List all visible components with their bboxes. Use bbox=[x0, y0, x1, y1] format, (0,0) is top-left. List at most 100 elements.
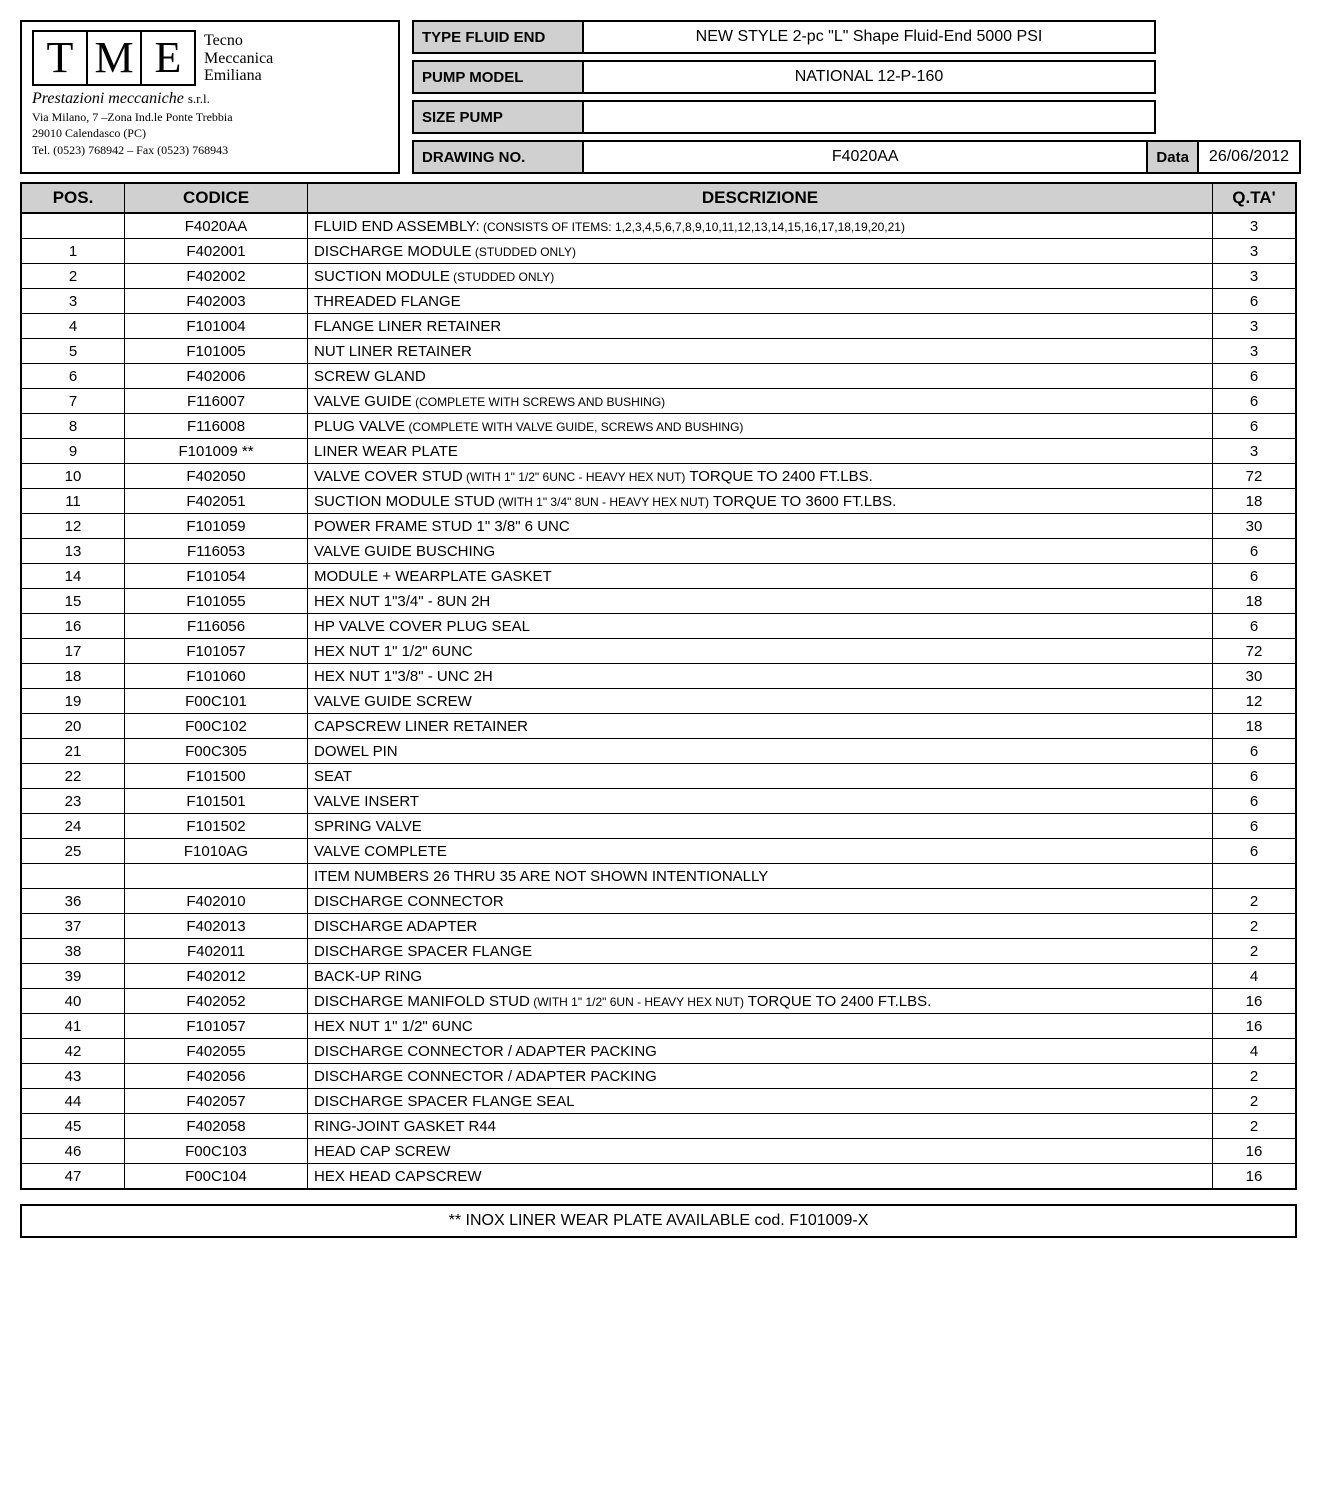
cell-pos: 19 bbox=[21, 689, 125, 714]
cell-descrizione: DISCHARGE MODULE (STUDDED ONLY) bbox=[308, 239, 1213, 264]
table-row: 23F101501VALVE INSERT6 bbox=[21, 789, 1296, 814]
col-header-qta: Q.TA' bbox=[1213, 183, 1297, 213]
table-row: 40F402052DISCHARGE MANIFOLD STUD (WITH 1… bbox=[21, 989, 1296, 1014]
cell-descrizione: SUCTION MODULE STUD (WITH 1" 3/4" 8UN - … bbox=[308, 489, 1213, 514]
date-value: 26/06/2012 bbox=[1199, 142, 1299, 172]
table-row: 41F101057HEX NUT 1" 1/2" 6UNC16 bbox=[21, 1014, 1296, 1039]
table-row: 10F402050VALVE COVER STUD (WITH 1" 1/2" … bbox=[21, 464, 1296, 489]
table-row: 39F402012BACK-UP RING4 bbox=[21, 964, 1296, 989]
table-row: 2F402002SUCTION MODULE (STUDDED ONLY)3 bbox=[21, 264, 1296, 289]
cell-codice: F101502 bbox=[125, 814, 308, 839]
field-label: DRAWING NO. bbox=[414, 142, 584, 172]
cell-descrizione: HEX NUT 1"3/4" - 8UN 2H bbox=[308, 589, 1213, 614]
cell-descrizione: SEAT bbox=[308, 764, 1213, 789]
footnote: ** INOX LINER WEAR PLATE AVAILABLE cod. … bbox=[20, 1204, 1297, 1238]
cell-qta: 72 bbox=[1213, 464, 1297, 489]
cell-codice: F402011 bbox=[125, 939, 308, 964]
cell-pos: 36 bbox=[21, 889, 125, 914]
table-row: 24F101502SPRING VALVE6 bbox=[21, 814, 1296, 839]
table-row: 46F00C103HEAD CAP SCREW16 bbox=[21, 1139, 1296, 1164]
cell-qta: 3 bbox=[1213, 239, 1297, 264]
cell-qta: 6 bbox=[1213, 614, 1297, 639]
cell-codice: F402001 bbox=[125, 239, 308, 264]
cell-codice: F101054 bbox=[125, 564, 308, 589]
table-header-row: POS. CODICE DESCRIZIONE Q.TA' bbox=[21, 183, 1296, 213]
cell-descrizione: SUCTION MODULE (STUDDED ONLY) bbox=[308, 264, 1213, 289]
table-row: 37F402013DISCHARGE ADAPTER2 bbox=[21, 914, 1296, 939]
col-header-codice: CODICE bbox=[125, 183, 308, 213]
cell-codice: F116056 bbox=[125, 614, 308, 639]
cell-qta: 6 bbox=[1213, 764, 1297, 789]
table-row: ITEM NUMBERS 26 THRU 35 ARE NOT SHOWN IN… bbox=[21, 864, 1296, 889]
cell-descrizione: HEX NUT 1"3/8" - UNC 2H bbox=[308, 664, 1213, 689]
cell-codice: F101057 bbox=[125, 1014, 308, 1039]
cell-pos: 4 bbox=[21, 314, 125, 339]
cell-descrizione: SCREW GLAND bbox=[308, 364, 1213, 389]
cell-pos: 46 bbox=[21, 1139, 125, 1164]
cell-qta: 2 bbox=[1213, 914, 1297, 939]
parts-table: POS. CODICE DESCRIZIONE Q.TA' F4020AAFLU… bbox=[20, 182, 1297, 1190]
cell-pos: 47 bbox=[21, 1164, 125, 1190]
address-line: Tel. (0523) 768942 – Fax (0523) 768943 bbox=[32, 143, 388, 157]
cell-pos: 45 bbox=[21, 1114, 125, 1139]
cell-pos: 6 bbox=[21, 364, 125, 389]
cell-pos: 25 bbox=[21, 839, 125, 864]
cell-codice: F101057 bbox=[125, 639, 308, 664]
cell-pos: 9 bbox=[21, 439, 125, 464]
cell-pos: 43 bbox=[21, 1064, 125, 1089]
cell-descrizione: VALVE GUIDE BUSCHING bbox=[308, 539, 1213, 564]
tagline: Prestazioni meccaniche bbox=[32, 90, 184, 108]
table-row: 7F116007VALVE GUIDE (COMPLETE WITH SCREW… bbox=[21, 389, 1296, 414]
cell-descrizione: VALVE GUIDE (COMPLETE WITH SCREWS AND BU… bbox=[308, 389, 1213, 414]
field-type: TYPE FLUID END NEW STYLE 2-pc "L" Shape … bbox=[412, 20, 1156, 54]
table-row: 36F402010DISCHARGE CONNECTOR2 bbox=[21, 889, 1296, 914]
cell-qta: 6 bbox=[1213, 289, 1297, 314]
field-drawing: DRAWING NO. F4020AA Data 26/06/2012 bbox=[412, 140, 1301, 174]
cell-codice: F402058 bbox=[125, 1114, 308, 1139]
table-row: 20F00C102CAPSCREW LINER RETAINER18 bbox=[21, 714, 1296, 739]
table-row: 1F402001DISCHARGE MODULE (STUDDED ONLY)3 bbox=[21, 239, 1296, 264]
cell-descrizione: ITEM NUMBERS 26 THRU 35 ARE NOT SHOWN IN… bbox=[308, 864, 1213, 889]
cell-qta: 18 bbox=[1213, 489, 1297, 514]
cell-qta: 6 bbox=[1213, 564, 1297, 589]
cell-descrizione: HEX HEAD CAPSCREW bbox=[308, 1164, 1213, 1190]
table-row: 15F101055HEX NUT 1"3/4" - 8UN 2H18 bbox=[21, 589, 1296, 614]
address-line: Via Milano, 7 –Zona Ind.le Ponte Trebbia bbox=[32, 110, 388, 124]
cell-qta: 6 bbox=[1213, 364, 1297, 389]
cell-qta: 3 bbox=[1213, 314, 1297, 339]
table-row: 4F101004FLANGE LINER RETAINER3 bbox=[21, 314, 1296, 339]
cell-pos: 44 bbox=[21, 1089, 125, 1114]
header-block: T M E Tecno Meccanica Emiliana Prestazio… bbox=[20, 20, 1297, 174]
cell-pos: 40 bbox=[21, 989, 125, 1014]
field-size: SIZE PUMP bbox=[412, 100, 1156, 134]
cell-pos: 12 bbox=[21, 514, 125, 539]
logo-letters: T M E bbox=[32, 30, 196, 86]
cell-qta: 18 bbox=[1213, 589, 1297, 614]
cell-qta: 30 bbox=[1213, 514, 1297, 539]
cell-pos: 21 bbox=[21, 739, 125, 764]
table-row: 12F101059POWER FRAME STUD 1" 3/8" 6 UNC3… bbox=[21, 514, 1296, 539]
cell-pos: 10 bbox=[21, 464, 125, 489]
cell-qta: 16 bbox=[1213, 989, 1297, 1014]
cell-codice: F116008 bbox=[125, 414, 308, 439]
cell-descrizione: DOWEL PIN bbox=[308, 739, 1213, 764]
cell-qta: 6 bbox=[1213, 414, 1297, 439]
cell-qta: 16 bbox=[1213, 1139, 1297, 1164]
logo-letter: M bbox=[88, 32, 142, 84]
cell-codice: F402002 bbox=[125, 264, 308, 289]
table-row: 19F00C101VALVE GUIDE SCREW12 bbox=[21, 689, 1296, 714]
cell-qta: 6 bbox=[1213, 789, 1297, 814]
table-row: 13F116053VALVE GUIDE BUSCHING6 bbox=[21, 539, 1296, 564]
cell-codice: F101004 bbox=[125, 314, 308, 339]
col-header-pos: POS. bbox=[21, 183, 125, 213]
cell-pos bbox=[21, 864, 125, 889]
table-row: 43F402056DISCHARGE CONNECTOR / ADAPTER P… bbox=[21, 1064, 1296, 1089]
cell-pos: 16 bbox=[21, 614, 125, 639]
field-label: SIZE PUMP bbox=[414, 102, 584, 132]
cell-pos: 20 bbox=[21, 714, 125, 739]
cell-pos: 18 bbox=[21, 664, 125, 689]
cell-descrizione: NUT LINER RETAINER bbox=[308, 339, 1213, 364]
company-name: Tecno Meccanica Emiliana bbox=[204, 30, 273, 85]
cell-codice: F402006 bbox=[125, 364, 308, 389]
cell-codice: F116007 bbox=[125, 389, 308, 414]
